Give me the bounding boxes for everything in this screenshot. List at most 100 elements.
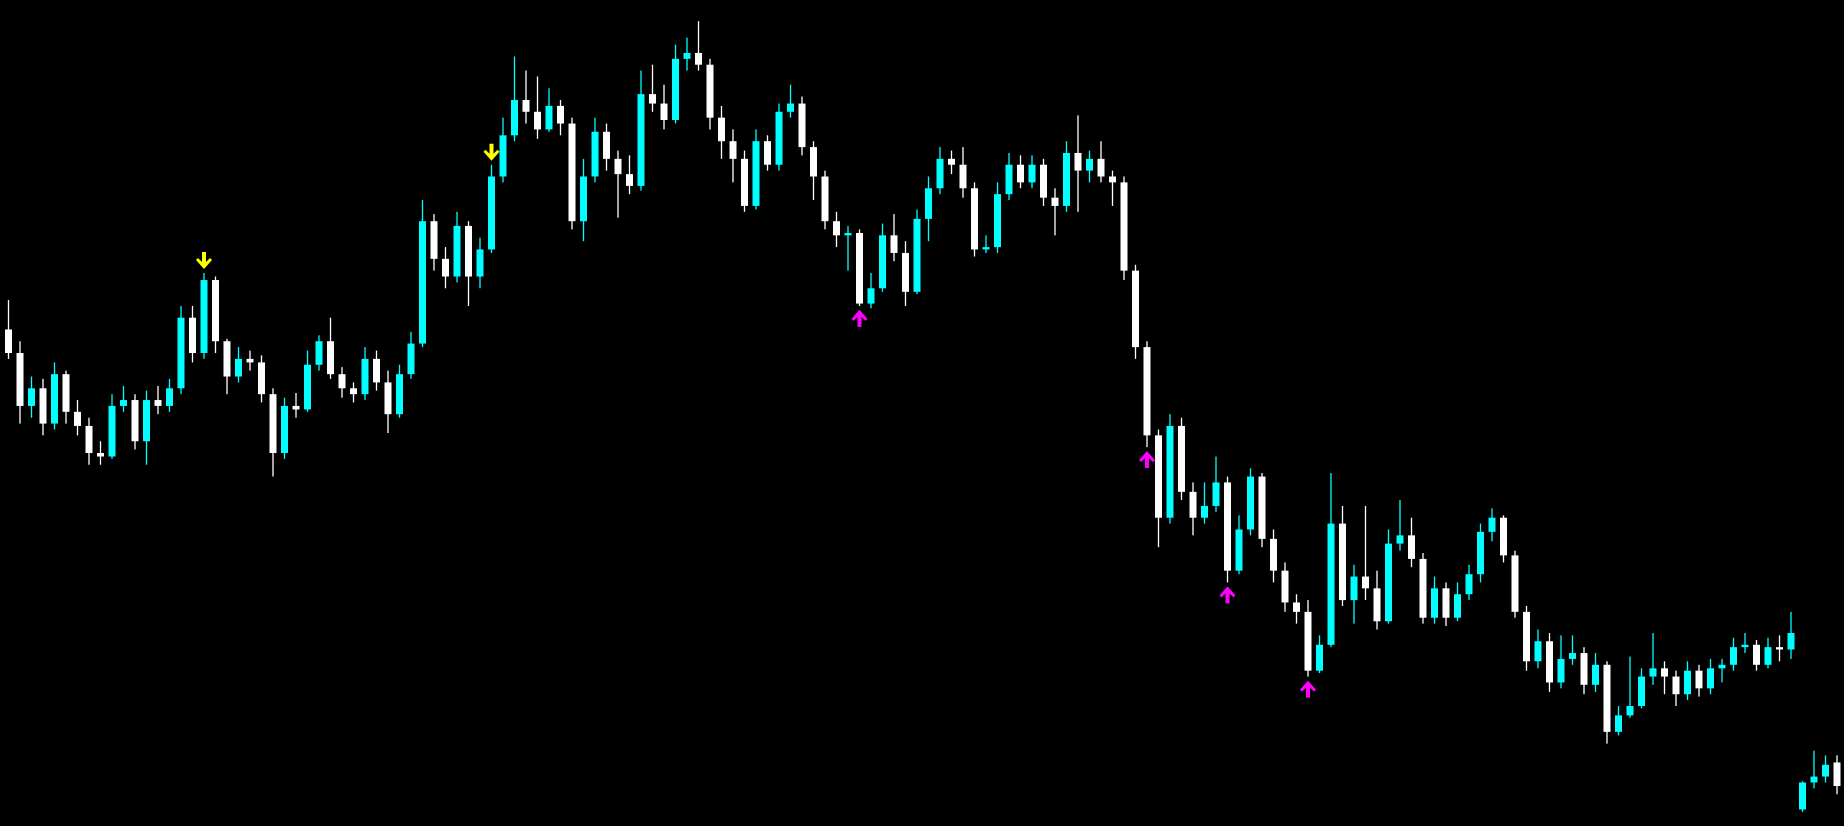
- candle: [419, 200, 426, 348]
- candle-body: [361, 358, 369, 395]
- candle: [522, 70, 530, 124]
- candle-body: [1247, 476, 1254, 530]
- candle-body: [350, 388, 357, 395]
- candle: [1212, 456, 1220, 512]
- candle: [557, 100, 564, 136]
- candle: [1166, 414, 1174, 524]
- candle: [85, 417, 93, 465]
- candle: [120, 385, 127, 412]
- candle-body: [580, 176, 587, 222]
- candle: [1833, 755, 1841, 795]
- candle-body: [200, 280, 208, 353]
- candle-body: [1799, 782, 1806, 810]
- candle-body: [879, 235, 886, 289]
- candle-body: [1178, 425, 1185, 492]
- candle: [1040, 158, 1047, 206]
- candle: [1051, 188, 1059, 236]
- candle-body: [1534, 641, 1542, 662]
- candle: [1304, 600, 1312, 677]
- candle-body: [1258, 476, 1266, 539]
- candle-body: [867, 288, 875, 304]
- candle-body: [833, 221, 840, 236]
- candle-body: [626, 174, 633, 186]
- candle-body: [373, 358, 380, 383]
- candle: [235, 347, 242, 383]
- candle-body: [1155, 435, 1162, 518]
- candle: [1074, 115, 1082, 212]
- candle-body: [614, 158, 622, 175]
- candle-body: [545, 105, 553, 130]
- candle-body: [1753, 644, 1760, 665]
- candle: [1776, 635, 1783, 662]
- candle: [1638, 668, 1645, 709]
- candle: [764, 135, 771, 171]
- candle: [1316, 635, 1323, 674]
- candle: [1592, 653, 1599, 692]
- candle-body: [1626, 705, 1634, 716]
- candle: [1810, 750, 1818, 789]
- candle-body: [281, 405, 288, 454]
- candle: [361, 347, 369, 401]
- candle-body: [166, 388, 173, 406]
- candle-body: [522, 100, 530, 112]
- candle: [1258, 473, 1266, 548]
- candle: [545, 88, 553, 132]
- candle-body: [1454, 594, 1461, 618]
- candle: [1350, 564, 1358, 624]
- candle-body: [327, 341, 334, 375]
- candle-body: [741, 158, 748, 206]
- candle: [1707, 658, 1714, 695]
- candle-body: [1385, 543, 1392, 622]
- candle: [1155, 429, 1162, 548]
- candle-body: [235, 358, 242, 377]
- candle-body: [959, 164, 967, 189]
- candle-body: [1615, 715, 1622, 732]
- candle-body: [994, 194, 1001, 248]
- candle-body: [1270, 538, 1277, 571]
- candle: [591, 117, 599, 183]
- candle-body: [1465, 574, 1473, 595]
- candle-body: [649, 94, 656, 104]
- candle: [1408, 517, 1415, 568]
- candle: [534, 76, 541, 139]
- candle-body: [718, 117, 725, 142]
- candle: [1488, 508, 1496, 542]
- buy-arrow-icon: [1139, 451, 1155, 469]
- candle-body: [1005, 164, 1013, 195]
- candle: [1672, 670, 1680, 706]
- candle: [1132, 264, 1139, 359]
- candle: [1477, 523, 1484, 583]
- candle: [752, 129, 760, 210]
- candle-body: [1684, 670, 1691, 695]
- candle: [1764, 637, 1772, 669]
- candle: [1741, 633, 1749, 654]
- candle-body: [223, 341, 231, 377]
- candle-body: [5, 329, 12, 353]
- candle: [1546, 633, 1553, 692]
- candle-body: [1546, 641, 1553, 683]
- candle: [442, 247, 449, 289]
- candle-body: [384, 382, 392, 415]
- candle: [1695, 664, 1703, 697]
- candle-body: [1776, 647, 1783, 650]
- candle: [936, 147, 944, 195]
- candle-body: [453, 225, 461, 277]
- candle: [1270, 529, 1277, 583]
- candle: [1454, 582, 1461, 622]
- candle-body: [1235, 529, 1243, 571]
- candle: [166, 378, 173, 412]
- candle-body: [1638, 676, 1645, 706]
- candle-body: [108, 405, 116, 457]
- candle-body: [85, 425, 93, 454]
- candle-body: [120, 400, 127, 406]
- candle-body: [212, 280, 219, 342]
- candle-body: [419, 221, 426, 344]
- candle-body: [1500, 517, 1507, 556]
- candle: [1396, 500, 1404, 551]
- candle: [28, 376, 35, 418]
- candle-body: [1074, 152, 1082, 171]
- candle-body: [1109, 176, 1116, 183]
- candle-body: [1592, 664, 1599, 685]
